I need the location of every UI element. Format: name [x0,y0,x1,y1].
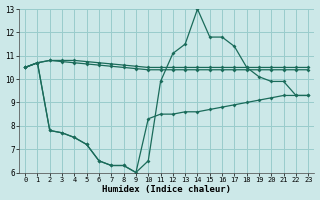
X-axis label: Humidex (Indice chaleur): Humidex (Indice chaleur) [102,185,231,194]
